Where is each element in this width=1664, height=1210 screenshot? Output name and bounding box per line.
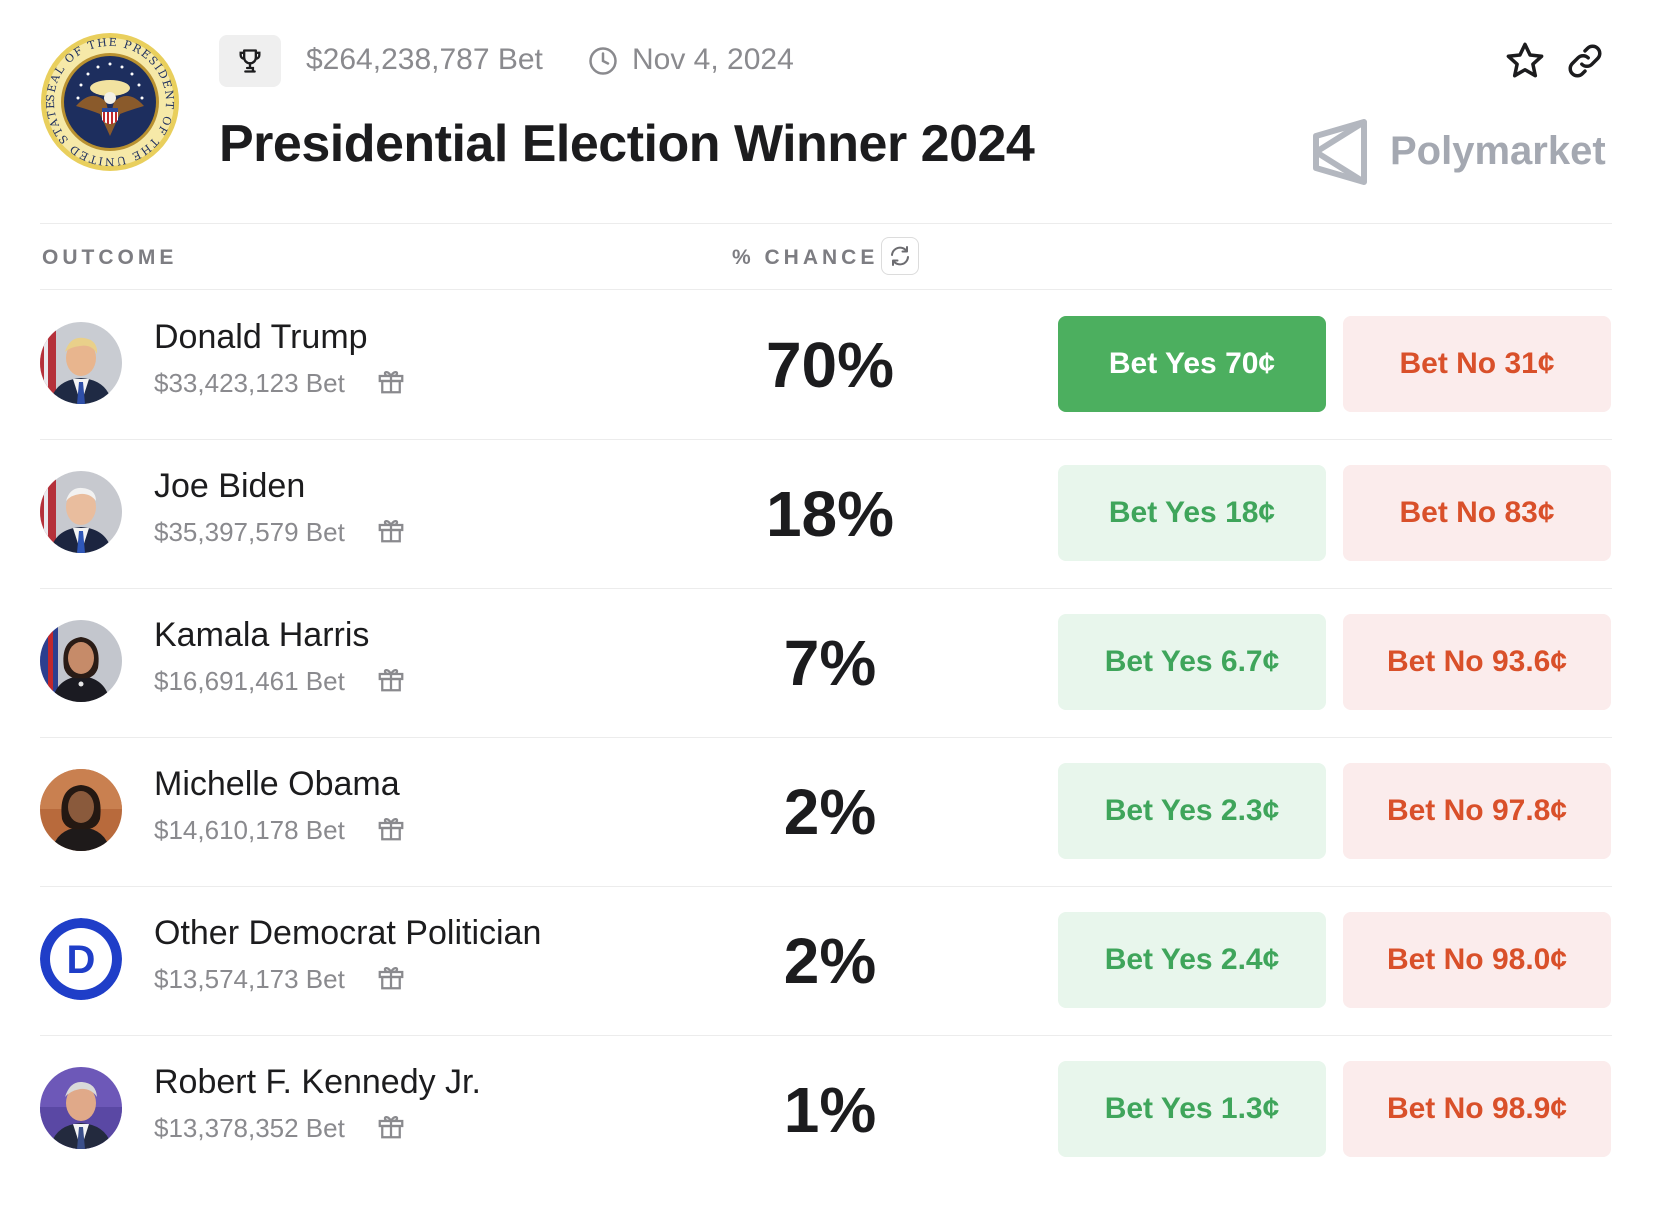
polymarket-logo-icon: [1313, 119, 1367, 185]
outcome-chance: 1%: [783, 1074, 877, 1146]
outcome-volume: $33,423,123 Bet: [154, 368, 345, 398]
bet-yes-button[interactable]: Bet Yes 2.4¢: [1058, 912, 1326, 1008]
avatar-trump: [40, 322, 122, 404]
total-volume: $264,238,787 Bet: [306, 43, 543, 76]
divider: [40, 886, 1612, 887]
outcome-name: Robert F. Kennedy Jr.: [154, 1063, 481, 1101]
page-title: Presidential Election Winner 2024: [219, 115, 1035, 173]
column-chance: % CHANCE: [732, 246, 879, 269]
democrat-logo-icon: D: [40, 918, 122, 1000]
outcome-name: Michelle Obama: [154, 765, 400, 803]
divider: [40, 737, 1612, 738]
bet-yes-button[interactable]: Bet Yes 6.7¢: [1058, 614, 1326, 710]
divider: [40, 439, 1612, 440]
outcome-chance: 70%: [765, 329, 895, 401]
gift-icon[interactable]: [376, 813, 406, 843]
democrat-logo-letter: D: [67, 938, 96, 982]
outcome-volume: $13,378,352 Bet: [154, 1113, 345, 1143]
divider: [40, 588, 1612, 589]
bet-no-button[interactable]: Bet No 31¢: [1343, 316, 1611, 412]
bet-yes-button[interactable]: Bet Yes 18¢: [1058, 465, 1326, 561]
avatar-harris: [40, 620, 122, 702]
refresh-icon: [891, 246, 909, 266]
trophy-badge: [219, 35, 281, 87]
outcome-volume: $13,574,173 Bet: [154, 964, 345, 994]
outcome-volume: $16,691,461 Bet: [154, 666, 345, 696]
outcome-name: Donald Trump: [154, 318, 368, 356]
outcome-name: Kamala Harris: [154, 616, 370, 654]
link-icon[interactable]: [1566, 42, 1604, 80]
bet-no-button[interactable]: Bet No 98.0¢: [1343, 912, 1611, 1008]
outcome-row-trump: Donald Trump $33,423,123 Bet 70% Bet Yes…: [0, 291, 1664, 441]
bet-yes-button[interactable]: Bet Yes 2.3¢: [1058, 763, 1326, 859]
star-icon[interactable]: [1504, 40, 1546, 82]
gift-icon[interactable]: [376, 664, 406, 694]
presidential-seal-icon: SEAL OF THE PRESIDENT OF THE UNITED STAT…: [40, 32, 179, 171]
bet-no-button[interactable]: Bet No 97.8¢: [1343, 763, 1611, 859]
outcome-row-other-democrat: D Other Democrat Politician $13,574,173 …: [0, 887, 1664, 1037]
outcome-chance: 2%: [783, 776, 877, 848]
clock-icon: [589, 47, 617, 75]
trophy-icon: [239, 49, 261, 73]
bet-yes-button[interactable]: Bet Yes 1.3¢: [1058, 1061, 1326, 1157]
divider: [40, 223, 1612, 224]
bet-no-button[interactable]: Bet No 98.9¢: [1343, 1061, 1611, 1157]
column-outcome: OUTCOME: [42, 246, 178, 269]
brand-name: Polymarket: [1390, 129, 1606, 173]
refresh-button[interactable]: [881, 237, 919, 275]
avatar-biden: [40, 471, 122, 553]
outcome-name: Joe Biden: [154, 467, 306, 505]
outcome-volume: $14,610,178 Bet: [154, 815, 345, 845]
bet-no-button[interactable]: Bet No 93.6¢: [1343, 614, 1611, 710]
end-date: Nov 4, 2024: [632, 43, 794, 76]
outcome-chance: 2%: [783, 925, 877, 997]
bet-no-button[interactable]: Bet No 83¢: [1343, 465, 1611, 561]
outcome-chance: 18%: [765, 478, 895, 550]
outcome-row-harris: Kamala Harris $16,691,461 Bet 7% Bet Yes…: [0, 589, 1664, 739]
outcome-chance: 7%: [783, 627, 877, 699]
outcome-row-biden: Joe Biden $35,397,579 Bet 18% Bet Yes 18…: [0, 440, 1664, 590]
bet-yes-button[interactable]: Bet Yes 70¢: [1058, 316, 1326, 412]
divider: [40, 1035, 1612, 1036]
outcome-row-kennedy: Robert F. Kennedy Jr. $13,378,352 Bet 1%…: [0, 1036, 1664, 1186]
outcome-name: Other Democrat Politician: [154, 914, 542, 952]
avatar-kennedy: [40, 1067, 122, 1149]
gift-icon[interactable]: [376, 962, 406, 992]
outcome-volume: $35,397,579 Bet: [154, 517, 345, 547]
avatar-michelle-obama: [40, 769, 122, 851]
divider: [40, 289, 1612, 290]
gift-icon[interactable]: [376, 515, 406, 545]
gift-icon[interactable]: [376, 1111, 406, 1141]
outcome-row-obama: Michelle Obama $14,610,178 Bet 2% Bet Ye…: [0, 738, 1664, 888]
gift-icon[interactable]: [376, 366, 406, 396]
